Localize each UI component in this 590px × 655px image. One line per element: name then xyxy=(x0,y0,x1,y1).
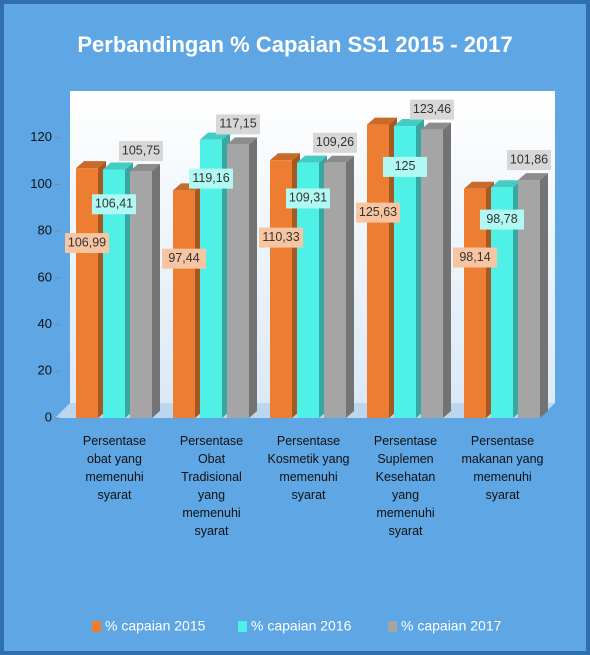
data-label-box xyxy=(92,194,136,215)
data-label-box xyxy=(65,233,109,254)
data-label-box xyxy=(259,227,303,248)
data-label: 101,86 xyxy=(510,152,548,166)
data-label: 106,99 xyxy=(68,235,106,249)
bar xyxy=(103,169,125,418)
bar xyxy=(130,170,152,418)
data-label-box xyxy=(162,248,206,269)
data-label: 123,46 xyxy=(413,102,451,116)
bar-top xyxy=(464,181,494,189)
bar-top xyxy=(518,173,548,181)
data-label: 98,78 xyxy=(486,212,517,226)
bar xyxy=(297,162,319,418)
legend-label: % capaian 2017 xyxy=(401,618,502,634)
data-label: 97,44 xyxy=(168,251,199,265)
data-label-box xyxy=(410,99,454,120)
bar xyxy=(76,168,98,418)
bar-top xyxy=(200,132,230,140)
data-label-box xyxy=(286,188,330,209)
bar-top xyxy=(227,137,257,145)
bar-top xyxy=(297,155,327,163)
y-tick-label: 60 xyxy=(38,269,52,284)
bar-top xyxy=(130,163,160,171)
bar xyxy=(491,187,513,418)
chart-title: Perbandingan % Capaian SS1 2015 - 2017 xyxy=(77,32,512,57)
y-tick-label: 100 xyxy=(30,176,52,191)
data-label-box xyxy=(119,140,163,161)
data-label-box xyxy=(356,202,400,223)
x-tick-label: Persentase Suplemen Kesehatan yang memen… xyxy=(373,434,438,538)
bar-top xyxy=(421,122,451,130)
data-label-box xyxy=(507,150,551,171)
bar-side xyxy=(540,173,548,418)
bar xyxy=(367,124,389,419)
data-label-box xyxy=(313,132,357,153)
bar-top xyxy=(491,180,521,188)
bar-side xyxy=(249,137,257,418)
data-label-box xyxy=(383,156,427,177)
data-label: 119,16 xyxy=(192,171,229,185)
legend-swatch xyxy=(388,621,397,632)
y-tick-label: 0 xyxy=(45,409,52,424)
bar-top xyxy=(394,119,424,127)
data-label: 105,75 xyxy=(122,143,160,157)
legend-swatch xyxy=(238,621,247,632)
data-label: 109,26 xyxy=(316,135,354,149)
bar xyxy=(324,162,346,418)
bar-top xyxy=(76,161,106,169)
data-label: 125,63 xyxy=(359,205,397,219)
data-label: 109,31 xyxy=(289,191,327,205)
bar xyxy=(227,144,249,418)
legend-label: % capaian 2015 xyxy=(105,618,206,634)
data-label: 110,33 xyxy=(262,230,299,244)
bar xyxy=(270,160,292,418)
bar xyxy=(518,180,540,418)
data-label-box xyxy=(453,247,497,268)
bar xyxy=(200,139,222,419)
bar xyxy=(421,129,443,418)
bar-side xyxy=(443,122,451,418)
bar xyxy=(394,126,416,419)
data-label: 117,15 xyxy=(219,117,256,131)
y-tick-label: 120 xyxy=(30,129,52,144)
data-label-box xyxy=(480,209,524,230)
bar-top xyxy=(103,162,133,170)
data-label: 125 xyxy=(395,159,416,173)
data-label: 106,41 xyxy=(95,197,133,211)
data-label-box xyxy=(216,114,260,135)
y-tick-label: 20 xyxy=(38,363,52,378)
legend-swatch xyxy=(92,621,101,632)
x-tick-label: Persentase makanan yang memenuhi syarat xyxy=(461,434,544,502)
x-tick-label: Persentase obat yang memenuhi syarat xyxy=(82,434,147,502)
data-label-box xyxy=(189,168,233,189)
data-label: 98,14 xyxy=(459,250,490,264)
bar-top xyxy=(270,153,300,161)
legend-label: % capaian 2016 xyxy=(251,618,352,634)
x-tick-label: Persentase Kosmetik yang memenuhi syarat xyxy=(267,434,350,502)
bar xyxy=(464,188,486,418)
bar-side xyxy=(346,155,354,418)
bar-side xyxy=(152,163,160,418)
y-tick-label: 40 xyxy=(38,316,52,331)
bar-top xyxy=(367,117,397,125)
x-tick-label: Persentase Obat Tradisional yang memenuh… xyxy=(179,434,244,538)
y-tick-label: 80 xyxy=(38,223,52,238)
bar xyxy=(173,190,195,418)
bar-top xyxy=(324,155,354,163)
